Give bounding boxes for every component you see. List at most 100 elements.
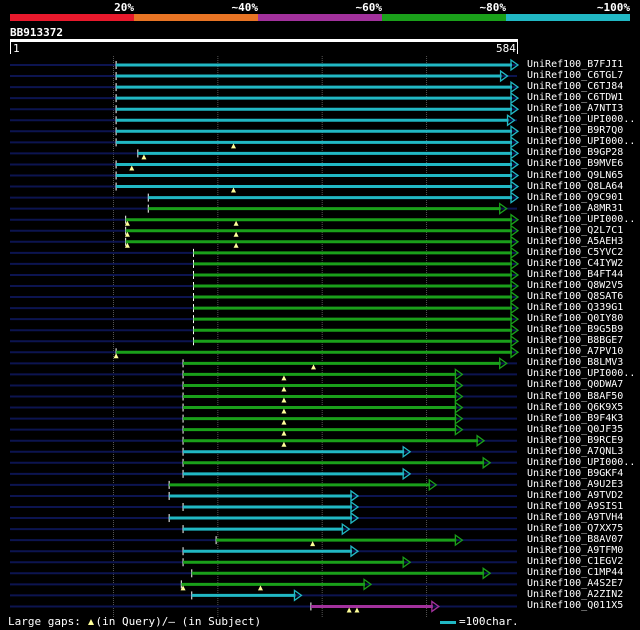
hit-label[interactable]: UniRef100_A9TVH4 [527, 512, 624, 524]
hit-row[interactable] [10, 357, 517, 370]
hit-label[interactable]: UniRef100_A2ZIN2 [527, 589, 624, 601]
hit-row[interactable] [10, 456, 517, 470]
hit-label[interactable]: UniRef100_Q8SAT6 [527, 291, 624, 303]
hit-row[interactable] [10, 323, 520, 337]
hit-label[interactable]: UniRef100_Q8W2V5 [527, 280, 624, 291]
hit-label[interactable]: UniRef100_UPI000.. [527, 456, 636, 468]
hit-row[interactable] [10, 511, 517, 525]
hit-label[interactable]: UniRef100_UPI000.. [527, 114, 636, 126]
hit-row[interactable] [10, 202, 517, 215]
hit-label[interactable]: UniRef100_B8AV07 [527, 534, 624, 546]
hit-label[interactable]: UniRef100_B9MVE6 [527, 158, 624, 170]
hit-label[interactable]: UniRef100_A7PV10 [527, 346, 624, 358]
hit-row[interactable] [10, 180, 520, 193]
hit-label[interactable]: UniRef100_C6TJ84 [527, 81, 624, 93]
hit-label[interactable]: UniRef100_A7NTI3 [527, 103, 624, 115]
hit-label[interactable]: UniRef100_Q011X5 [527, 600, 624, 612]
hit-label[interactable]: UniRef100_A9U2E3 [527, 478, 624, 490]
hit-label[interactable]: UniRef100_UPI000.. [527, 136, 636, 148]
hit-row[interactable] [10, 500, 517, 514]
hit-label[interactable]: UniRef100_Q6K9X5 [527, 401, 624, 413]
hit-row[interactable] [10, 478, 517, 492]
hit-row[interactable] [10, 544, 517, 558]
hit-row[interactable] [10, 312, 520, 326]
hit-row[interactable] [10, 257, 520, 271]
hit-label[interactable]: UniRef100_Q7XX75 [527, 523, 624, 535]
hit-label[interactable]: UniRef100_B8AF50 [527, 390, 624, 402]
hit-label[interactable]: UniRef100_A5AEH3 [527, 235, 624, 247]
hit-row[interactable] [10, 69, 517, 83]
hit-row[interactable] [10, 522, 517, 536]
hit-label[interactable]: UniRef100_B9F4K3 [527, 412, 624, 424]
hit-label[interactable]: UniRef100_B7FJI1 [527, 59, 624, 70]
hit-row[interactable] [10, 246, 520, 260]
hit-label[interactable]: UniRef100_UPI000.. [527, 368, 636, 380]
hit-row[interactable] [10, 301, 520, 315]
hit-row[interactable] [10, 169, 520, 182]
hit-row[interactable] [10, 445, 517, 459]
hit-row[interactable] [10, 191, 520, 204]
hit-row[interactable] [10, 80, 520, 94]
hit-row[interactable] [10, 147, 520, 160]
hit-row[interactable] [10, 334, 520, 348]
hit-label[interactable]: UniRef100_Q8LA64 [527, 180, 624, 192]
hit-label[interactable]: UniRef100_A9TVD2 [527, 489, 624, 501]
hit-row[interactable] [10, 589, 517, 602]
hit-row[interactable] [10, 58, 520, 72]
hit-row[interactable] [10, 368, 517, 381]
hit-row[interactable] [10, 401, 517, 414]
hit-label[interactable]: UniRef100_Q9C901 [527, 191, 624, 203]
hit-row[interactable] [10, 158, 520, 171]
hit-row[interactable] [10, 91, 520, 105]
hit-row[interactable] [10, 423, 517, 436]
hit-row[interactable] [10, 555, 517, 569]
hit-row[interactable] [10, 125, 520, 138]
hit-label[interactable]: UniRef100_Q0JF35 [527, 423, 624, 435]
hit-row[interactable] [10, 467, 517, 481]
hit-label[interactable]: UniRef100_C5YVC2 [527, 246, 624, 258]
hit-label[interactable]: UniRef100_Q2L7C1 [527, 224, 624, 236]
hit-row[interactable] [10, 390, 517, 403]
hit-label[interactable]: UniRef100_C6TGL7 [527, 70, 624, 82]
hit-label[interactable]: UniRef100_C1MP44 [527, 567, 624, 579]
hit-row[interactable] [10, 224, 520, 238]
hit-row[interactable] [10, 213, 520, 226]
hit-label[interactable]: UniRef100_Q0DWA7 [527, 379, 624, 391]
hit-label[interactable]: UniRef100_A9TFM0 [527, 545, 624, 557]
hit-row[interactable] [10, 600, 517, 613]
hit-label[interactable]: UniRef100_C4IYW2 [527, 257, 624, 269]
hit-label[interactable]: UniRef100_B9RCE9 [527, 434, 624, 446]
hit-row[interactable] [10, 346, 520, 359]
hit-label[interactable]: UniRef100_A9SIS1 [527, 501, 624, 512]
hit-row[interactable] [10, 279, 520, 293]
hit-row[interactable] [10, 412, 517, 425]
hit-label[interactable]: UniRef100_A4S2E7 [527, 578, 624, 590]
hit-row[interactable] [10, 567, 517, 580]
hit-label[interactable]: UniRef100_C6TDW1 [527, 92, 624, 104]
hit-row[interactable] [10, 533, 517, 547]
hit-label[interactable]: UniRef100_B9GKF4 [527, 467, 624, 479]
hit-row[interactable] [10, 489, 517, 503]
hit-row[interactable] [10, 113, 517, 127]
hit-label[interactable]: UniRef100_Q0IY80 [527, 313, 624, 325]
hit-row[interactable] [10, 578, 517, 591]
hit-label[interactable]: UniRef100_A8MR31 [527, 202, 624, 214]
hit-row[interactable] [10, 102, 520, 116]
hit-row[interactable] [10, 434, 517, 447]
hit-label[interactable]: UniRef100_B8LMV3 [527, 357, 624, 369]
hit-label[interactable]: UniRef100_C1EGV2 [527, 556, 624, 568]
hit-label[interactable]: UniRef100_B9G5B9 [527, 324, 624, 336]
hit-row[interactable] [10, 268, 520, 282]
hit-row[interactable] [10, 136, 520, 149]
hit-label[interactable]: UniRef100_B9R7Q0 [527, 125, 624, 137]
hit-row[interactable] [10, 379, 517, 392]
hit-label[interactable]: UniRef100_Q339G1 [527, 302, 624, 314]
hit-label[interactable]: UniRef100_B8BGE7 [527, 335, 624, 347]
hit-label[interactable]: UniRef100_A7QNL3 [527, 445, 624, 457]
hit-label[interactable]: UniRef100_UPI000.. [527, 213, 636, 225]
hit-label[interactable]: UniRef100_B9GP28 [527, 147, 624, 159]
hit-row[interactable] [10, 290, 520, 304]
hit-label[interactable]: UniRef100_B4FT44 [527, 268, 624, 280]
hit-row[interactable] [10, 235, 520, 249]
hit-label[interactable]: UniRef100_Q9LN65 [527, 169, 624, 181]
